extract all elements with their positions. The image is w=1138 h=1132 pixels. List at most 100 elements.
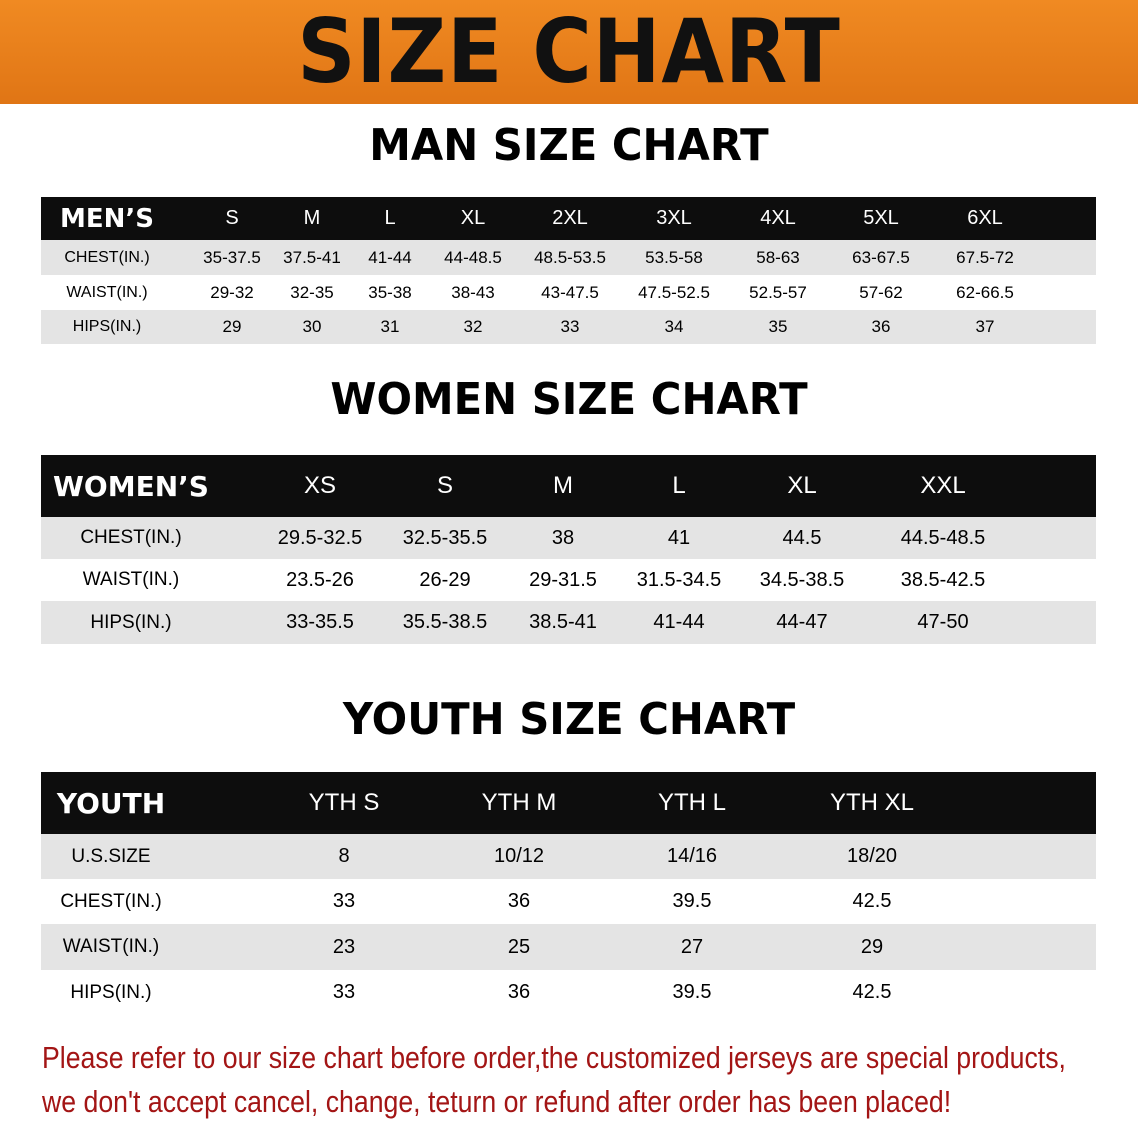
- table-cell: 42.5: [852, 890, 892, 912]
- size-header-cell: 6XL: [967, 207, 1003, 229]
- table-cell: 42.5: [852, 981, 892, 1003]
- table-cell: 38: [551, 526, 575, 549]
- women-heading: WOMEN SIZE CHART: [330, 374, 808, 425]
- table-row: WAIST(IN.) 23 25 27 29: [41, 924, 1096, 970]
- table-cell: 35-38: [368, 282, 412, 302]
- table-cell: 62-66.5: [956, 282, 1014, 302]
- table-cell: 35.5-38.5: [402, 611, 488, 633]
- table-cell: 38-43: [451, 282, 495, 302]
- table-cell: 57-62: [859, 282, 903, 302]
- table-row: CHEST(IN.) 33 36 39.5 42.5: [41, 879, 1096, 924]
- table-cell: 23: [332, 935, 356, 958]
- table-cell: 10/12: [493, 845, 545, 867]
- table-cell: 39.5: [672, 981, 712, 1003]
- table-cell: 14/16: [666, 845, 718, 867]
- table-header-row: WOMEN’S XS S M L XL XXL: [41, 455, 1096, 517]
- table-cell: 41-44: [368, 247, 412, 267]
- youth-heading: YOUTH SIZE CHART: [342, 694, 796, 745]
- measure-label: WAIST(IN.): [82, 569, 180, 590]
- table-cell: 35-37.5: [203, 247, 261, 267]
- table-cell: 48.5-53.5: [534, 247, 606, 267]
- size-header-cell: L: [672, 472, 686, 499]
- size-header-cell: 2XL: [552, 207, 588, 229]
- table-cell: 36: [507, 981, 531, 1003]
- table-cell: 44-48.5: [444, 247, 502, 267]
- table-cell: 29: [860, 935, 884, 958]
- size-header-cell: XS: [303, 472, 337, 499]
- table-cell: 67.5-72: [956, 247, 1014, 267]
- size-header-cell: 3XL: [656, 207, 692, 229]
- notice-line: we don't accept cancel, change, teturn o…: [42, 1084, 952, 1119]
- table-cell: 47.5-52.5: [638, 282, 710, 302]
- table-cell: 30: [302, 317, 322, 336]
- men-heading: MAN SIZE CHART: [369, 120, 769, 171]
- measure-label: CHEST(IN.): [80, 527, 182, 548]
- size-header-cell: XL: [787, 472, 817, 499]
- table-cell: 43-47.5: [541, 282, 599, 302]
- table-cell: 35: [768, 317, 788, 336]
- table-cell: 37: [975, 317, 995, 336]
- table-cell: 36: [507, 890, 531, 912]
- table-title-cell: YOUTH: [56, 786, 166, 820]
- table-cell: 27: [680, 935, 704, 958]
- measure-label: CHEST(IN.): [60, 890, 162, 912]
- table-cell: 29-32: [210, 282, 254, 302]
- table-cell: 47-50: [917, 611, 969, 633]
- size-header-cell: YTH M: [481, 789, 557, 816]
- table-cell: 29-31.5: [529, 568, 597, 591]
- table-row: CHEST(IN.) 29.5-32.5 32.5-35.5 38 41 44.5 44.5…: [41, 517, 1096, 559]
- measure-label: U.S.SIZE: [71, 845, 151, 867]
- table-cell: 29: [222, 317, 242, 336]
- youth-size-table: YOUTH YTH S YTH M YTH L YTH XL U.S.SIZE 8 10/12…: [41, 772, 1096, 1015]
- table-cell: 53.5-58: [645, 247, 703, 267]
- table-cell: 32.5-35.5: [402, 526, 488, 549]
- table-cell: 38.5-41: [529, 611, 597, 633]
- table-cell: 23.5-26: [286, 568, 354, 591]
- table-header-row: MEN’S S M L XL 2XL 3XL 4XL 5XL 6XL: [41, 197, 1096, 240]
- table-row: HIPS(IN.) 33-35.5 35.5-38.5 38.5-41 41-44 44-…: [41, 601, 1096, 644]
- measure-label: WAIST(IN.): [66, 283, 148, 301]
- size-header-cell: L: [384, 207, 396, 229]
- table-cell: 39.5: [672, 890, 712, 912]
- table-cell: 18/20: [846, 845, 898, 867]
- table-cell: 32-35: [290, 282, 334, 302]
- measure-label: WAIST(IN.): [62, 936, 160, 957]
- measure-label: HIPS(IN.): [72, 318, 142, 335]
- notice-line: Please refer to our size chart before or…: [42, 1040, 1066, 1075]
- table-cell: 34: [664, 317, 684, 336]
- table-cell: 33: [560, 317, 580, 336]
- table-cell: 8: [338, 845, 350, 867]
- table-title-cell: MEN’S: [60, 203, 154, 234]
- table-cell: 29.5-32.5: [277, 526, 363, 549]
- table-row: HIPS(IN.) 29 30 31 32 33 34 35 36 37: [41, 310, 1096, 344]
- table-cell: 44.5: [782, 526, 822, 549]
- measure-label: HIPS(IN.): [70, 981, 152, 1003]
- table-cell: 58-63: [756, 247, 800, 267]
- table-cell: 34.5-38.5: [759, 568, 845, 591]
- table-cell: 44-47: [776, 611, 828, 633]
- size-header-cell: 4XL: [760, 207, 796, 229]
- size-header-cell: S: [225, 207, 239, 229]
- size-header-cell: YTH S: [308, 789, 380, 816]
- table-cell: 41-44: [653, 611, 705, 633]
- measure-label: HIPS(IN.): [90, 611, 172, 633]
- table-cell: 26-29: [419, 568, 471, 591]
- size-header-cell: S: [436, 472, 454, 499]
- table-row: CHEST(IN.) 35-37.5 37.5-41 41-44 44-48.5 48.5…: [41, 240, 1096, 275]
- size-header-cell: M: [553, 472, 573, 499]
- table-cell: 31.5-34.5: [636, 568, 722, 591]
- table-cell: 36: [871, 317, 891, 336]
- table-cell: 52.5-57: [749, 282, 807, 302]
- table-cell: 38.5-42.5: [900, 568, 986, 591]
- size-header-cell: YTH L: [657, 789, 727, 816]
- table-cell: 32: [463, 317, 483, 336]
- table-cell: 44.5-48.5: [900, 526, 986, 549]
- measure-label: CHEST(IN.): [64, 248, 150, 266]
- women-size-table: WOMEN’S XS S M L XL XXL CHEST(IN.) 29.5-32.5 32.5…: [41, 455, 1096, 644]
- table-cell: 33: [332, 890, 356, 912]
- table-header-row: YOUTH YTH S YTH M YTH L YTH XL: [41, 772, 1096, 834]
- table-row: WAIST(IN.) 29-32 32-35 35-38 38-43 43-47.5 47.…: [41, 275, 1096, 310]
- size-header-cell: YTH XL: [829, 789, 915, 816]
- table-cell: 63-67.5: [852, 247, 910, 267]
- table-title-cell: WOMEN’S: [53, 469, 209, 503]
